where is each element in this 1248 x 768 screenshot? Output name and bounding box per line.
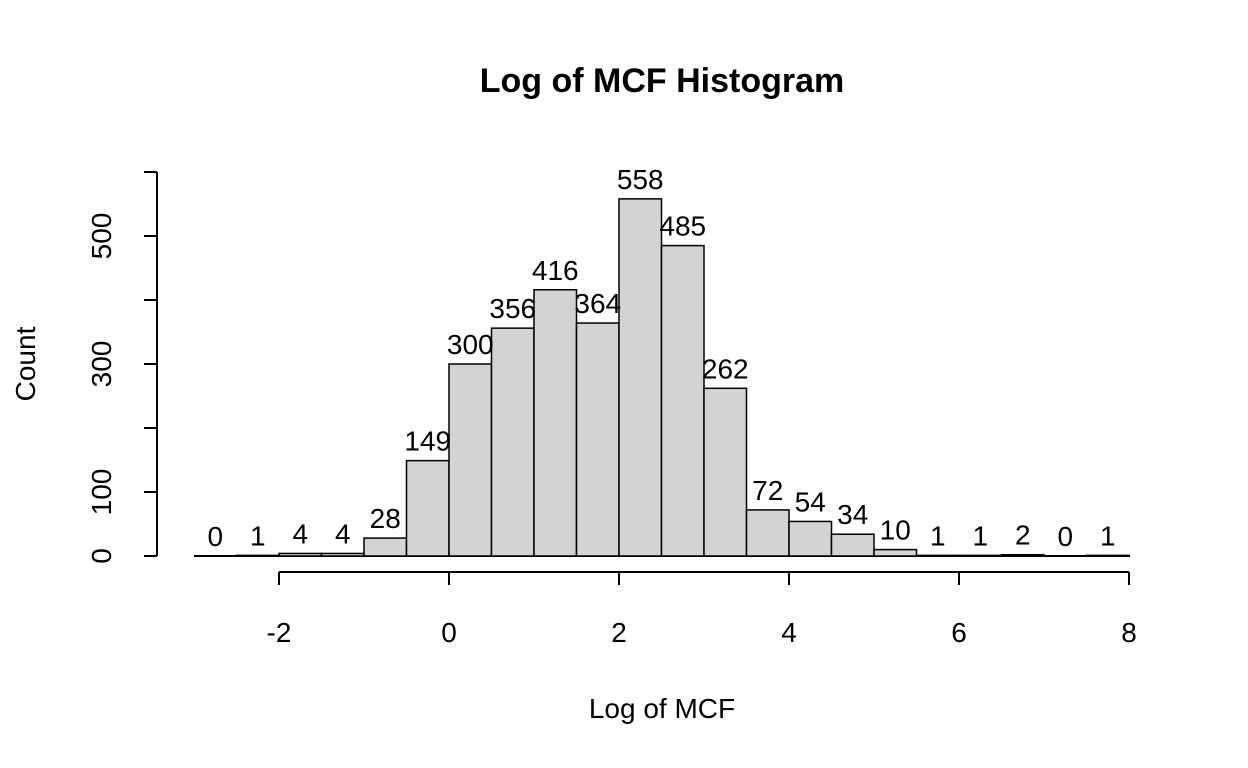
y-tick-label: 0 <box>86 548 117 564</box>
bar-count-label: 10 <box>880 515 911 546</box>
bar-count-label: 262 <box>702 353 749 384</box>
bar-count-label: 149 <box>404 426 451 457</box>
bar-count-label: 0 <box>207 521 223 552</box>
bar-count-label: 2 <box>1015 520 1031 551</box>
bars-group <box>235 198 1130 557</box>
bar-count-label: 1 <box>972 520 988 551</box>
x-tick-label: 2 <box>611 617 627 648</box>
histogram-bar <box>1085 554 1130 557</box>
x-tick-label: 8 <box>1121 617 1137 648</box>
x-tick-label: -2 <box>267 617 292 648</box>
bar-count-label: 485 <box>659 211 706 242</box>
x-axis: -2 0 2 4 6 8 <box>267 571 1137 648</box>
histogram-bar <box>235 554 280 557</box>
histogram-bar <box>958 554 1003 557</box>
histogram-bar <box>830 533 875 557</box>
histogram-bar <box>448 363 493 557</box>
histogram-bar <box>278 552 323 557</box>
bar-count-label: 300 <box>447 329 494 360</box>
bar-count-label: 0 <box>1057 521 1073 552</box>
histogram-bar <box>363 537 408 557</box>
y-axis-title: Count <box>10 326 41 401</box>
histogram-bar <box>1000 553 1045 557</box>
x-tick-label: 0 <box>441 617 457 648</box>
bar-count-label: 1 <box>1100 520 1116 551</box>
bar-count-label: 1 <box>930 520 946 551</box>
histogram-bar <box>533 289 578 557</box>
x-tick-label: 4 <box>781 617 797 648</box>
histogram-bar <box>703 387 748 557</box>
histogram-bar <box>873 548 918 557</box>
bar-count-label: 28 <box>370 503 401 534</box>
chart-title: Log of MCF Histogram <box>480 62 845 100</box>
y-tick-label: 500 <box>86 213 117 260</box>
bar-count-label: 558 <box>617 164 664 195</box>
bar-count-label: 54 <box>795 486 826 517</box>
bar-count-label: 4 <box>335 518 351 549</box>
histogram-bar <box>788 520 833 557</box>
histogram-bar <box>915 554 960 557</box>
histogram-bar <box>618 198 663 557</box>
bar-count-label: 356 <box>489 293 536 324</box>
y-tick-label: 100 <box>86 469 117 516</box>
histogram-bar <box>405 459 450 557</box>
bar-count-label: 34 <box>837 499 868 530</box>
y-axis: 0 100 300 500 <box>86 171 158 564</box>
histogram-bar <box>490 327 535 557</box>
x-tick-label: 6 <box>951 617 967 648</box>
histogram-bar <box>660 244 705 557</box>
bar-count-label: 72 <box>752 475 783 506</box>
histogram-bar <box>745 509 790 557</box>
y-tick-label: 300 <box>86 341 117 388</box>
bar-count-label: 1 <box>250 520 266 551</box>
bar-count-label: 4 <box>292 518 308 549</box>
bar-count-label: 364 <box>574 288 621 319</box>
histogram-bar <box>320 552 365 557</box>
bar-count-label: 416 <box>532 255 579 286</box>
histogram-bar <box>575 322 620 557</box>
x-axis-title: Log of MCF <box>589 693 735 724</box>
